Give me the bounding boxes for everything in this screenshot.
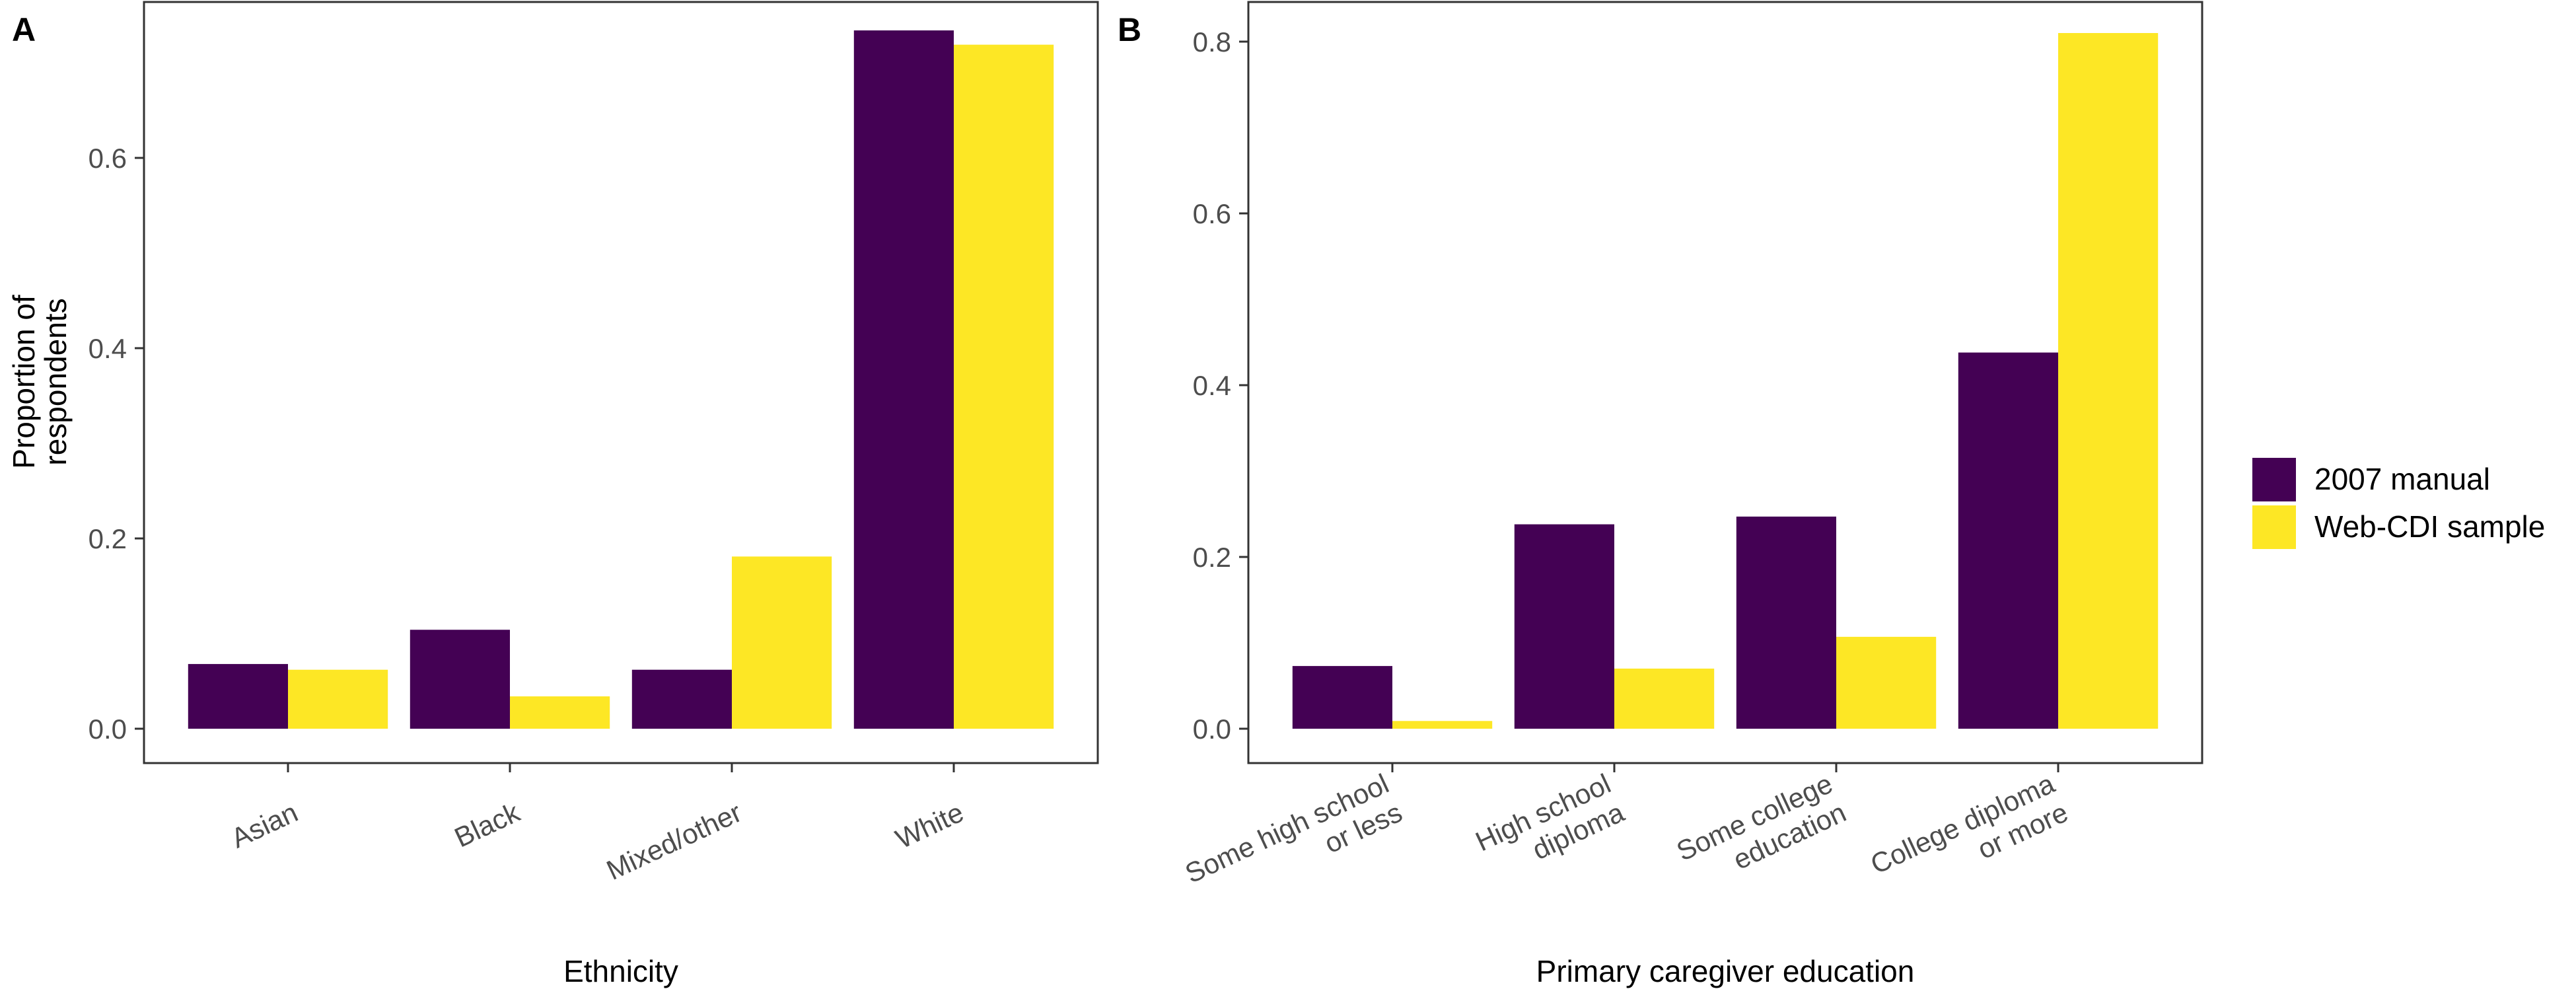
x-tick-label-line: Black — [450, 796, 525, 853]
y-tick-label: 0.4 — [1193, 370, 1231, 401]
plot-frame — [143, 1, 1099, 764]
y-tick-label: 0.0 — [1193, 714, 1231, 745]
legend-label: 2007 manual — [2314, 462, 2490, 496]
y-tick-label: 0.8 — [1193, 26, 1231, 57]
legend-label: Web-CDI sample — [2314, 509, 2545, 544]
plot-frame — [1247, 1, 2203, 764]
y-tick-label: 0.4 — [89, 333, 127, 364]
bar — [1958, 352, 2058, 729]
y-tick-label: 0.0 — [89, 714, 127, 745]
x-tick-label: White — [891, 797, 968, 855]
x-axis-title: Primary caregiver education — [1536, 954, 1915, 988]
x-tick-label: Mixed/other — [602, 797, 746, 886]
bar — [1514, 524, 1614, 729]
bar — [410, 630, 510, 729]
x-tick-label: Some high schoolor less — [1180, 768, 1407, 918]
bar — [853, 30, 954, 729]
legend: 2007 manual Web-CDI sample — [2252, 458, 2545, 549]
x-tick-label: Some collegeeducation — [1672, 768, 1851, 896]
x-tick-label: High schooldiploma — [1471, 768, 1629, 886]
y-axis-title-line: respondents — [38, 298, 73, 465]
panel-tag: A — [12, 11, 36, 48]
bar — [1292, 666, 1392, 729]
bar — [732, 556, 832, 729]
x-tick-label: College diplomaor more — [1866, 768, 2073, 909]
y-axis-title-line: Proportion of — [7, 295, 41, 469]
panel-tag: B — [1118, 11, 1141, 48]
legend-swatch-webcdi — [2252, 505, 2296, 549]
x-axis-title: Ethnicity — [563, 954, 678, 988]
bar — [1836, 636, 1937, 729]
bar — [510, 696, 610, 729]
x-tick-label: Black — [450, 796, 525, 853]
legend-swatch-manual — [2252, 458, 2296, 501]
bar — [1392, 721, 1493, 729]
y-tick-label: 0.6 — [1193, 198, 1231, 229]
bar — [631, 669, 732, 729]
x-tick-label: Asian — [227, 797, 303, 854]
bar — [2058, 33, 2159, 729]
y-axis-title: Proportion ofrespondents — [7, 295, 73, 469]
x-tick-label-line: Asian — [227, 797, 303, 854]
y-tick-label: 0.6 — [89, 143, 127, 174]
x-tick-label-line: Mixed/other — [602, 797, 746, 886]
panel-a: 0.0 0.2 0.4 0.6 Asian Black Mixed/other White A E… — [7, 1, 1099, 988]
bar — [1736, 516, 1836, 729]
bar — [288, 669, 388, 729]
bar — [954, 44, 1054, 729]
bar — [1614, 669, 1715, 729]
y-tick-label: 0.2 — [89, 523, 127, 554]
bar — [188, 664, 288, 729]
y-tick-label: 0.2 — [1193, 542, 1231, 573]
x-tick-label-line: White — [891, 797, 968, 855]
panel-b: 0.0 0.2 0.4 0.6 0.8 Some high schoolor less Hi… — [1118, 1, 2203, 988]
